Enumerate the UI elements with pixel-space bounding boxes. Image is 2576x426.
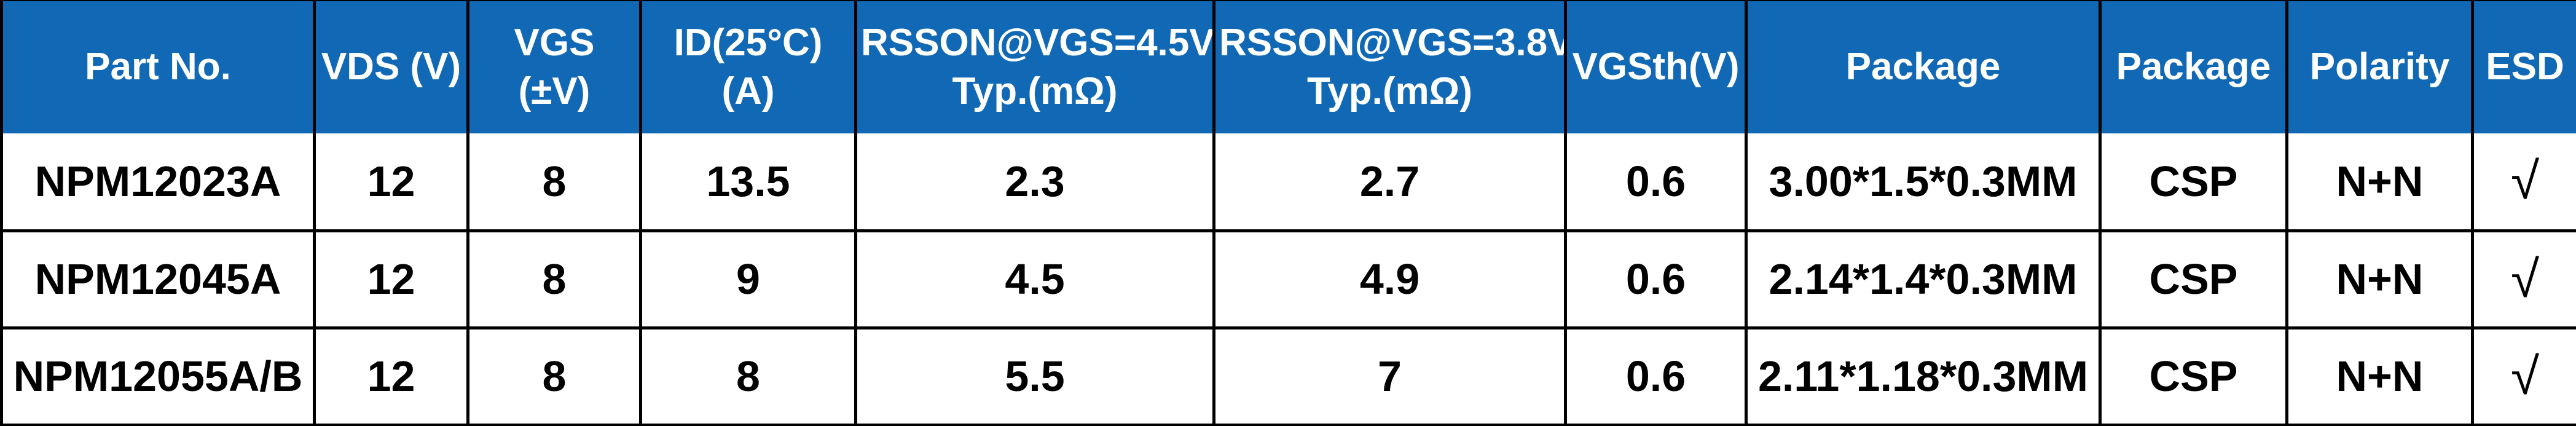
header-cell-esd: ESD <box>2471 1 2576 133</box>
header-row: Part No. VDS (V) VGS (±V) ID(25°C) (A) R… <box>0 1 2576 133</box>
cell-vds: 12 <box>313 326 469 425</box>
header-cell-rsson-3v8: RSSON@VGS=3.8V Typ.(mΩ) <box>1212 1 1567 133</box>
cell-vgsth: 0.6 <box>1564 229 1748 328</box>
cell-rsson-3v8: 4.9 <box>1212 229 1567 328</box>
header-cell-part-no: Part No. <box>0 1 316 133</box>
header-cell-package-size: Package <box>1745 1 2102 133</box>
cell-polarity: N+N <box>2285 229 2474 328</box>
table-row: NPM12055A/B 12 8 8 5.5 7 0.6 2.11*1.18*0… <box>0 326 2576 425</box>
cell-part-no: NPM12023A <box>0 133 316 231</box>
cell-vgs: 8 <box>466 133 642 231</box>
cell-esd: √ <box>2471 326 2576 425</box>
cell-esd: √ <box>2471 133 2576 231</box>
cell-vgs: 8 <box>466 326 642 425</box>
table-row: NPM12045A 12 8 9 4.5 4.9 0.6 2.14*1.4*0.… <box>0 229 2576 328</box>
header-cell-rsson-4v5: RSSON@VGS=4.5V Typ.(mΩ) <box>854 1 1215 133</box>
header-cell-vgs: VGS (±V) <box>466 1 642 133</box>
cell-rsson-4v5: 5.5 <box>854 326 1215 425</box>
cell-package-type: CSP <box>2099 229 2288 328</box>
cell-id: 8 <box>639 326 857 425</box>
cell-vgsth: 0.6 <box>1564 133 1748 231</box>
cell-package-type: CSP <box>2099 326 2288 425</box>
cell-vds: 12 <box>313 229 469 328</box>
cell-polarity: N+N <box>2285 133 2474 231</box>
cell-package-type: CSP <box>2099 133 2288 231</box>
cell-rsson-4v5: 4.5 <box>854 229 1215 328</box>
table-row: NPM12023A 12 8 13.5 2.3 2.7 0.6 3.00*1.5… <box>0 133 2576 231</box>
cell-package-size: 2.14*1.4*0.3MM <box>1745 229 2102 328</box>
header-cell-package-type: Package <box>2099 1 2288 133</box>
cell-part-no: NPM12055A/B <box>0 326 316 425</box>
cell-part-no: NPM12045A <box>0 229 316 328</box>
header-cell-polarity: Polarity <box>2285 1 2474 133</box>
cell-rsson-3v8: 7 <box>1212 326 1567 425</box>
cell-esd: √ <box>2471 229 2576 328</box>
cell-rsson-4v5: 2.3 <box>854 133 1215 231</box>
cell-package-size: 3.00*1.5*0.3MM <box>1745 133 2102 231</box>
header-cell-vgsth: VGSth(V) <box>1564 1 1748 133</box>
cell-id: 9 <box>639 229 857 328</box>
cell-vgsth: 0.6 <box>1564 326 1748 425</box>
cell-id: 13.5 <box>639 133 857 231</box>
cell-package-size: 2.11*1.18*0.3MM <box>1745 326 2102 425</box>
cell-polarity: N+N <box>2285 326 2474 425</box>
cell-vgs: 8 <box>466 229 642 328</box>
header-cell-id: ID(25°C) (A) <box>639 1 857 133</box>
cell-rsson-3v8: 2.7 <box>1212 133 1567 231</box>
cell-vds: 12 <box>313 133 469 231</box>
header-cell-vds: VDS (V) <box>313 1 469 133</box>
